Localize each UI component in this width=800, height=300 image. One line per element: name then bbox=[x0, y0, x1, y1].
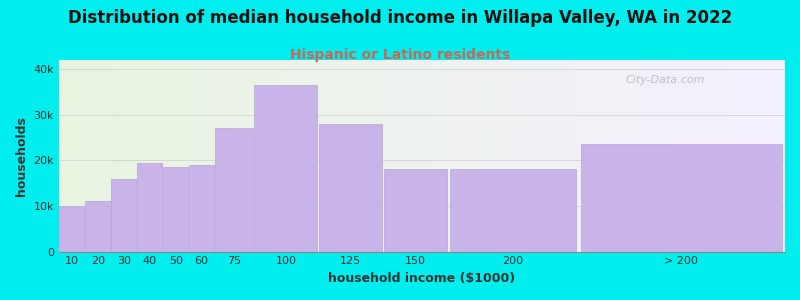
Bar bbox=[163, 167, 188, 252]
Bar bbox=[384, 169, 447, 252]
Bar bbox=[59, 206, 85, 252]
Bar bbox=[254, 85, 318, 252]
Bar bbox=[86, 201, 110, 252]
Bar bbox=[189, 165, 214, 252]
X-axis label: household income ($1000): household income ($1000) bbox=[329, 272, 515, 285]
Bar bbox=[111, 178, 137, 252]
Bar bbox=[450, 169, 576, 252]
Bar bbox=[138, 163, 162, 252]
Text: City-Data.com: City-Data.com bbox=[626, 75, 705, 85]
Y-axis label: households: households bbox=[15, 116, 28, 196]
Bar bbox=[581, 144, 782, 252]
Bar bbox=[215, 128, 253, 252]
Text: Hispanic or Latino residents: Hispanic or Latino residents bbox=[290, 48, 510, 62]
Text: Distribution of median household income in Willapa Valley, WA in 2022: Distribution of median household income … bbox=[68, 9, 732, 27]
Bar bbox=[319, 124, 382, 252]
